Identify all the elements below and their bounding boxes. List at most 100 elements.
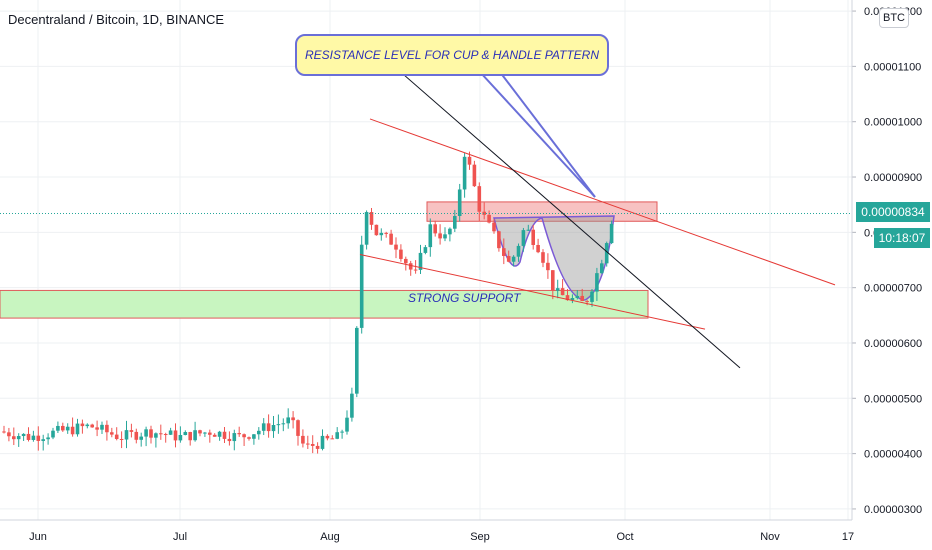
candle-body — [565, 295, 570, 301]
descending-trend-line — [371, 46, 741, 369]
candle-body — [227, 438, 232, 442]
y-tick-label: 0.00000600 — [864, 338, 922, 350]
candle-body — [546, 262, 550, 271]
candle-body — [506, 255, 511, 262]
candle-body — [423, 247, 428, 253]
candle-body — [433, 224, 437, 234]
candle-body — [399, 249, 403, 259]
candle-body — [404, 258, 408, 264]
candle-body — [281, 423, 286, 425]
candle-body — [21, 433, 26, 437]
candle-body — [301, 435, 305, 444]
candle-body — [208, 432, 212, 435]
candle-body — [315, 445, 320, 449]
candle-body — [193, 430, 197, 441]
candle-body — [95, 427, 99, 430]
candle-body — [521, 230, 526, 246]
candle-body — [604, 243, 609, 264]
candle-body — [585, 301, 589, 303]
candle-body — [41, 439, 45, 441]
candle-body — [110, 432, 114, 435]
candle-body — [394, 244, 398, 250]
candle-body — [355, 327, 359, 394]
candle-body — [56, 425, 60, 431]
candle-body — [286, 417, 290, 424]
y-tick-label: 0.00000300 — [864, 504, 922, 516]
candle-body — [477, 186, 482, 212]
candle-body — [536, 244, 540, 253]
candle-body — [487, 214, 491, 223]
candle-body — [51, 430, 55, 438]
candle-body — [335, 432, 339, 439]
x-tick-label: 17 — [842, 531, 854, 543]
candle-body — [168, 430, 173, 435]
candle-body — [418, 252, 423, 270]
candle-body — [100, 424, 104, 430]
candle-body — [575, 295, 580, 299]
x-tick-label: Jun — [29, 531, 47, 543]
support-label: STRONG SUPPORT — [408, 291, 521, 305]
candle-body — [36, 435, 41, 441]
candle-body — [555, 288, 560, 291]
candle-body — [438, 233, 442, 239]
candle-body — [144, 429, 148, 437]
candle-body — [203, 432, 207, 434]
candle-body — [129, 430, 134, 432]
candle-body — [159, 433, 163, 435]
y-tick-label: 0.00000500 — [864, 393, 922, 405]
chart-title: Decentraland / Bitcoin, 1D, BINANCE — [8, 12, 225, 27]
candle-body — [516, 245, 521, 257]
current-price-tag: 0.00000834 — [856, 202, 930, 222]
candle-body — [448, 228, 452, 235]
candle-body — [217, 431, 222, 437]
candle-body — [384, 232, 388, 234]
candle-body — [320, 435, 325, 449]
candle-body — [467, 156, 472, 165]
candle-body — [70, 426, 75, 435]
candle-body — [134, 431, 139, 440]
candle-body — [580, 295, 584, 302]
candle-body — [389, 233, 393, 245]
x-tick-label: Jul — [173, 531, 187, 543]
candle-body — [291, 417, 295, 421]
candle-body — [237, 433, 241, 435]
candle-body — [379, 232, 384, 236]
candle-body — [359, 244, 364, 328]
candle-body — [462, 156, 467, 190]
candle-body — [497, 231, 501, 249]
candle-body — [595, 273, 599, 292]
candle-body — [271, 425, 276, 432]
candle-body — [492, 222, 496, 232]
candle-body — [276, 424, 281, 426]
candle-body — [139, 436, 143, 440]
candle-body — [453, 215, 457, 229]
candle-body — [325, 435, 330, 439]
candle-body — [232, 433, 237, 442]
candle-body — [222, 431, 227, 439]
candle-body — [261, 423, 266, 431]
x-tick-label: Nov — [760, 531, 780, 543]
candle-body — [90, 424, 94, 428]
candle-body — [65, 426, 70, 431]
candle-countdown: 10:18:07 — [874, 228, 930, 248]
x-tick-label: Sep — [470, 531, 490, 543]
callout-pointer — [499, 71, 596, 198]
candle-body — [482, 211, 486, 215]
candle-body — [345, 417, 349, 432]
candle-body — [2, 431, 6, 433]
candle-body — [472, 164, 477, 187]
x-tick-label: Oct — [616, 531, 633, 543]
candle-body — [26, 433, 31, 440]
candle-body — [364, 212, 369, 245]
chart-grid — [0, 0, 852, 520]
candle-body — [306, 443, 310, 445]
candle-body — [560, 288, 565, 296]
candle-body — [609, 223, 614, 244]
candle-body — [296, 420, 300, 436]
candle-body — [590, 291, 594, 302]
candle-body — [61, 425, 65, 431]
candle-body — [7, 432, 11, 437]
candle-body — [511, 256, 516, 262]
currency-badge[interactable]: BTC — [879, 8, 909, 28]
